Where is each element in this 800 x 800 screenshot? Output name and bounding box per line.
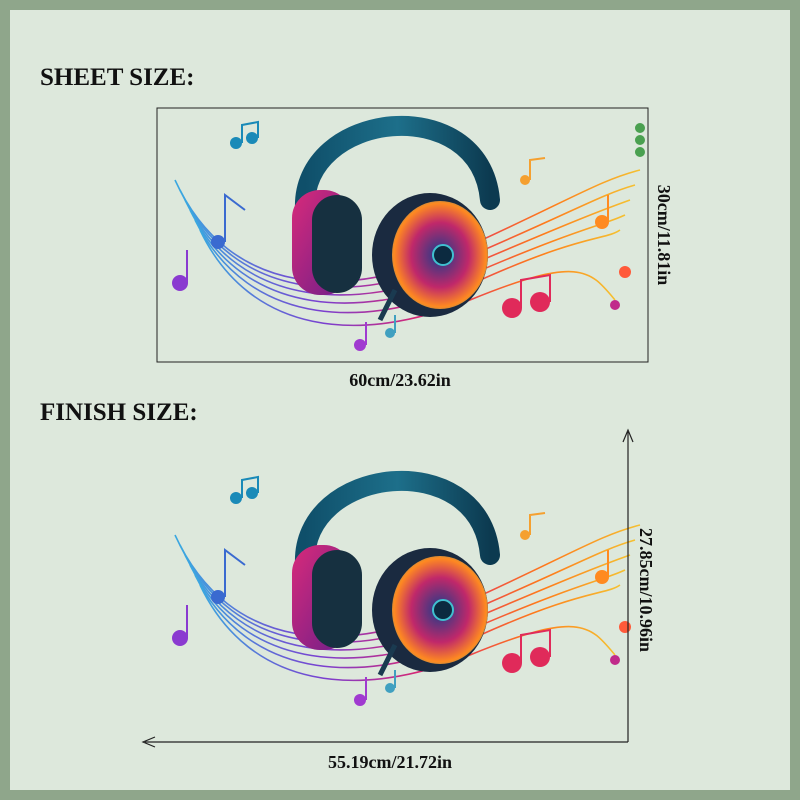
sheet-height: 30cm/11.81in bbox=[654, 185, 674, 286]
finish-title: FINISH SIZE: bbox=[40, 399, 198, 426]
sheet-title: SHEET SIZE: bbox=[40, 64, 194, 91]
logo-dots bbox=[635, 123, 645, 157]
finish-width: 55.19cm/21.72in bbox=[328, 752, 452, 772]
dimension-arrows bbox=[141, 428, 634, 748]
finish-height: 27.85cm/10.96in bbox=[636, 528, 656, 652]
sheet-width: 60cm/23.62in bbox=[349, 370, 451, 390]
sheet-outline bbox=[156, 107, 649, 363]
